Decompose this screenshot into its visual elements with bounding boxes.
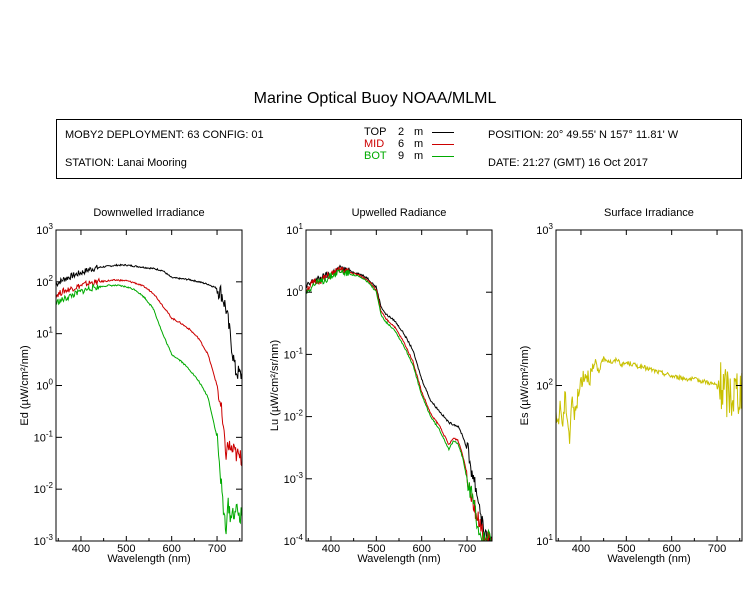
series-bot-line: [56, 284, 242, 535]
plot-frame: [555, 229, 743, 542]
series-mid-line: [306, 266, 492, 541]
series-bot-line: [306, 268, 492, 541]
info-box: MOBY2 DEPLOYMENT: 63 CONFIG: 01 STATION:…: [56, 119, 742, 179]
legend-top-label: TOP: [364, 126, 387, 138]
x-axis-label: Wavelength (nm): [107, 553, 190, 565]
y-tick-label: 101: [36, 326, 53, 341]
x-tick-label: 400: [72, 543, 90, 555]
y-tick-label: 103: [536, 222, 553, 237]
x-axis-label: Wavelength (nm): [357, 553, 440, 565]
legend-mid-label: MID: [364, 138, 385, 150]
chart-title: Downwelled Irradiance: [93, 207, 204, 219]
y-axis-label: Ed (µW/cm²/nm): [19, 345, 31, 425]
y-tick-label: 10-3: [284, 471, 304, 486]
deployment-text: MOBY2 DEPLOYMENT: 63 CONFIG: 01: [65, 129, 264, 141]
chart-title: Upwelled Radiance: [352, 207, 447, 219]
y-axis-label: Es (µW/cm²/nm): [519, 346, 531, 426]
position-text: POSITION: 20° 49.55' N 157° 11.81' W: [488, 129, 679, 141]
legend-top-unit: m: [414, 126, 424, 138]
y-tick-label: 10-1: [284, 346, 304, 361]
legend-bot-depth: 9: [398, 150, 405, 162]
legend-top-depth: 2: [398, 126, 405, 138]
legend-bot-unit: m: [414, 150, 424, 162]
x-tick-label: 700: [208, 543, 226, 555]
chart-2: Upwelled Radiance 400 500 600 700 10-4 10-3 10-…: [269, 207, 493, 565]
page-title: Marine Optical Buoy NOAA/MLML: [253, 90, 497, 107]
y-axis-label: Lu (µW/cm²/sr/nm): [269, 340, 281, 431]
y-tick-label: 102: [536, 378, 553, 393]
legend-bot-line: [432, 156, 454, 157]
legend-mid-depth: 6: [398, 138, 405, 150]
x-tick-label: 500: [367, 543, 385, 555]
legend-mid-line: [432, 144, 454, 145]
x-tick-label: 600: [413, 543, 431, 555]
y-tick-label: 10-1: [34, 429, 54, 444]
y-tick-label: 100: [286, 284, 303, 299]
y-tick-label: 102: [36, 274, 53, 289]
legend-mid-unit: m: [414, 138, 424, 150]
series-top-line: [56, 263, 242, 380]
x-tick-label: 400: [572, 543, 590, 555]
y-tick-label: 10-4: [284, 533, 304, 548]
chart-title: Surface Irradiance: [604, 207, 694, 219]
x-tick-label: 400: [322, 543, 340, 555]
series-es-line: [556, 356, 742, 444]
x-tick-label: 500: [117, 543, 135, 555]
y-tick-label: 103: [36, 222, 53, 237]
chart-3: Surface Irradiance 400 500 600 700 101 102 103 W…: [519, 207, 743, 565]
x-tick-label: 500: [617, 543, 635, 555]
y-tick-label: 10-3: [34, 533, 54, 548]
x-tick-label: 600: [163, 543, 181, 555]
legend-top-line: [432, 132, 454, 133]
series-mid-line: [56, 277, 242, 467]
x-axis-label: Wavelength (nm): [607, 553, 690, 565]
y-tick-label: 101: [286, 222, 303, 237]
legend-bot-label: BOT: [364, 150, 387, 162]
chart-1: Downwelled Irradiance 400 500 600 700 10-3 10-…: [19, 207, 243, 565]
plot-frame: [305, 229, 493, 542]
y-tick-label: 100: [36, 378, 53, 393]
y-tick-label: 10-2: [34, 481, 54, 496]
date-text: DATE: 21:27 (GMT) 16 Oct 2017: [488, 157, 648, 169]
station-text: STATION: Lanai Mooring: [65, 157, 187, 169]
x-tick-label: 700: [458, 543, 476, 555]
x-tick-label: 600: [663, 543, 681, 555]
y-tick-label: 101: [536, 533, 553, 548]
y-tick-label: 10-2: [284, 409, 304, 424]
x-tick-label: 700: [708, 543, 726, 555]
series-top-line: [306, 264, 492, 541]
plot-frame: [55, 229, 243, 542]
